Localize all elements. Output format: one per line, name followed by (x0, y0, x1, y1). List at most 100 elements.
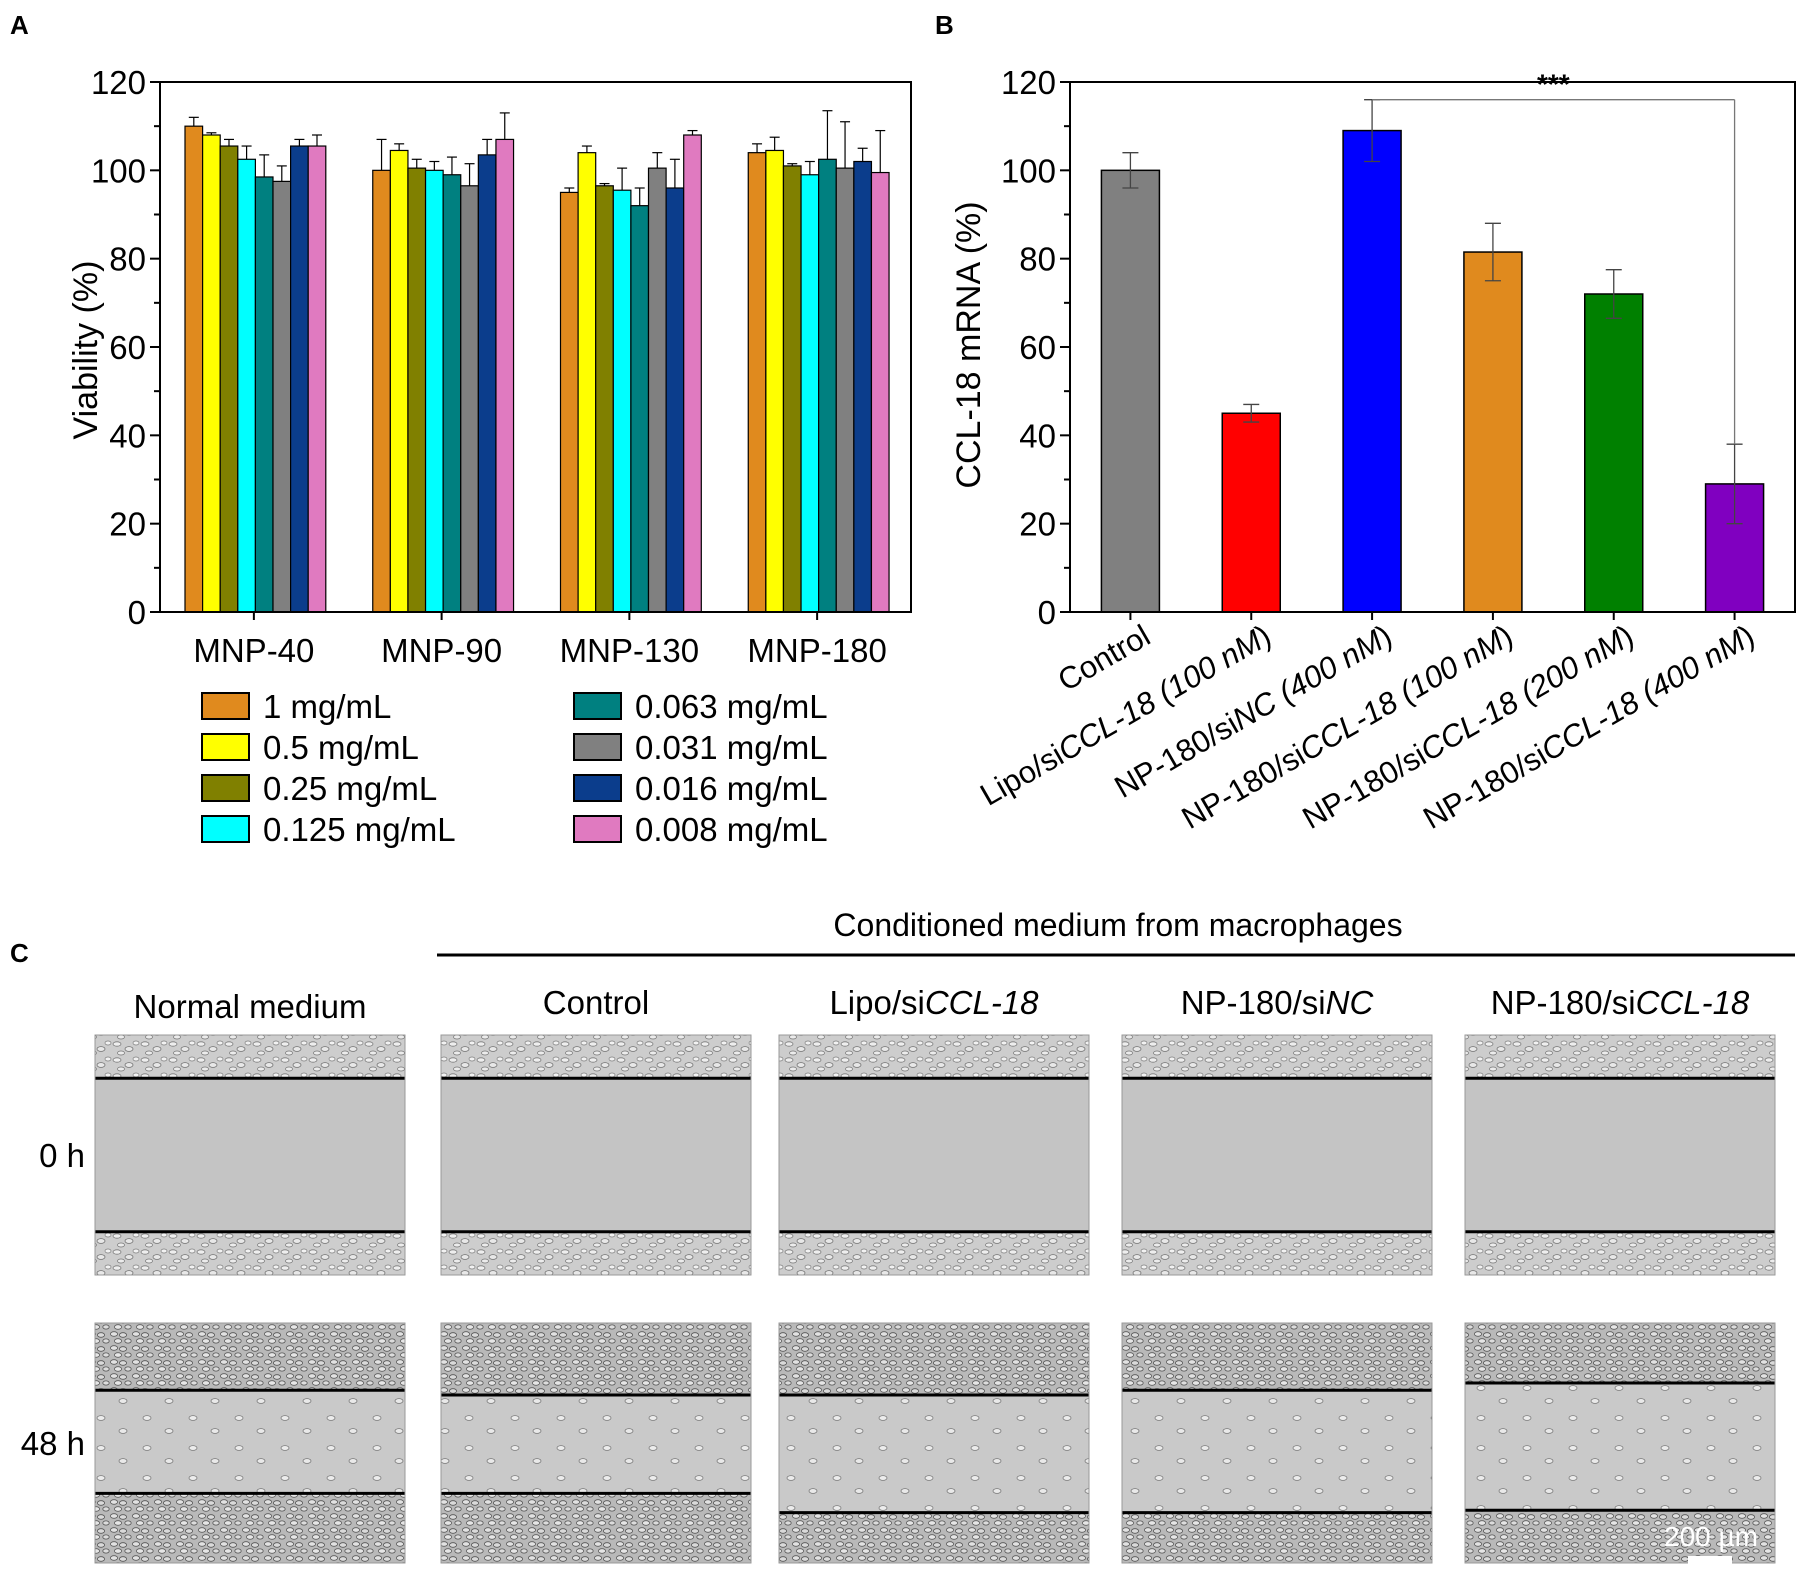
panel-a-bar (290, 145, 309, 613)
conditioned-medium-header: Conditioned medium from macrophages (833, 907, 1402, 943)
panel-b-bar (1584, 293, 1644, 613)
panel-letter-c: C (10, 938, 29, 968)
panel-a-bar (647, 167, 667, 613)
panel-b-significance: *** (1372, 69, 1736, 445)
panel-a-x-tick-label: MNP-130 (560, 632, 699, 669)
micrograph-cell-layer-top (441, 1323, 751, 1395)
micrograph-frame (1121, 1034, 1433, 1276)
panel-b-bar (1221, 412, 1281, 613)
legend-swatch (573, 774, 622, 802)
column-label: NP-180/siCCL-18 (1491, 984, 1750, 1021)
panel-a-bar (559, 191, 579, 613)
legend-label: 0.125 mg/mL (263, 811, 456, 848)
micrograph-cell-layer-bottom (95, 1493, 405, 1563)
panel-a-bar (800, 174, 820, 613)
panel-c-micrograph-grid: Normal medium Control Lipo/siCCL-18 NP-180/… (21, 984, 1776, 1564)
panel-b-y-ticks: 0 20 40 60 80 100 120 (1001, 64, 1070, 631)
panel-a-x-tick-label: MNP-90 (381, 632, 502, 669)
panel-b-y-tick-label: 80 (1019, 241, 1056, 278)
legend-label: 0.5 mg/mL (263, 729, 419, 766)
column-label-part: CCL-18 (1636, 984, 1750, 1021)
panel-a-bar (477, 154, 497, 613)
panel-a-bar (424, 169, 444, 613)
micrograph-cell-layer-top (95, 1323, 405, 1391)
column-label-part: Lipo/si (829, 984, 924, 1021)
legend-swatch (573, 692, 622, 720)
panel-a-bar (595, 185, 614, 613)
panel-a-bar (665, 187, 685, 613)
legend-label: 0.031 mg/mL (635, 729, 828, 766)
column-label-part: NP-180/si (1491, 984, 1636, 1021)
panel-b-bars (1100, 99, 1765, 613)
panel-a-y-tick-label: 80 (109, 241, 146, 278)
panel-a-y-tick-label: 60 (109, 329, 146, 366)
micrograph-cell-layer-top (1122, 1323, 1432, 1391)
panel-a-bar (237, 158, 257, 613)
micrograph-frame (440, 1322, 752, 1564)
panel-a-bar (442, 174, 462, 613)
panel-a-y-tick-label: 20 (109, 506, 146, 543)
legend-swatch (201, 815, 250, 843)
panel-b-y-axis-label: CCL-18 mRNA (%) (950, 201, 988, 488)
column-label-part: CCL-18 (925, 984, 1039, 1021)
panel-a-bar (870, 171, 890, 613)
panel-a-bar (219, 145, 239, 613)
panel-b-y-tick-label: 40 (1019, 417, 1056, 454)
micrograph-cell-layer-bottom (1465, 1231, 1775, 1275)
panel-letter-b: B (935, 10, 954, 40)
panel-b-bar (1342, 129, 1402, 613)
micrograph-frame (778, 1322, 1090, 1564)
column-label-part: NP-180/si (1181, 984, 1326, 1021)
panel-a-bar (782, 165, 802, 613)
column-label: Lipo/siCCL-18 (829, 984, 1039, 1021)
legend-label: 1 mg/mL (263, 688, 391, 725)
panel-b-y-tick-label: 120 (1001, 64, 1056, 101)
significance-stars: *** (1537, 69, 1570, 100)
micrograph-cell-layer-bottom (1122, 1231, 1432, 1275)
panel-a-bars (184, 110, 890, 613)
micrograph-frame (1464, 1322, 1776, 1564)
scale-bar-label: 200 µm (1664, 1521, 1758, 1552)
legend-label: 0.063 mg/mL (635, 688, 828, 725)
panel-a-bar (389, 149, 409, 613)
micrograph-cell-layer-bottom (1122, 1512, 1432, 1563)
panel-a-bar (818, 158, 837, 613)
column-label: Control (543, 984, 649, 1021)
panel-a-y-tick-label: 120 (91, 64, 146, 101)
panel-a-y-ticks: 0 20 40 60 80 100 120 (91, 64, 160, 631)
panel-b-y-tick-label: 20 (1019, 506, 1056, 543)
column-label-part: Normal medium (134, 988, 367, 1025)
legend-swatch (573, 733, 622, 761)
panel-a-bar (835, 167, 855, 613)
micrograph-frame (1464, 1034, 1776, 1276)
micrograph-cell-layer-top (441, 1035, 751, 1079)
micrograph-cell-layer-top (779, 1035, 1089, 1079)
row-label: 48 h (21, 1425, 85, 1462)
panel-a-bar (460, 185, 479, 613)
panel-a-bar (683, 134, 702, 613)
panel-a-bar (272, 180, 292, 613)
panel-b-x-label-part: CCL-18 (400 nM (1535, 623, 1751, 768)
panel-a-y-tick-label: 40 (109, 417, 146, 454)
micrograph-cell-layer-bottom (441, 1231, 751, 1275)
panel-a-bar (612, 189, 632, 613)
panel-b-y-tick-label: 60 (1019, 329, 1056, 366)
panel-a-bar (184, 125, 204, 613)
panel-a-bar (254, 176, 274, 613)
micrograph-frame (94, 1034, 406, 1276)
panel-a-plot-frame (159, 81, 912, 613)
column-label-part: Control (543, 984, 649, 1021)
legend-label: 0.25 mg/mL (263, 770, 437, 807)
panel-a-bar (765, 149, 785, 613)
micrograph-cell-layer-top (1122, 1035, 1432, 1079)
panel-a-bar (577, 152, 597, 613)
panel-a-y-tick-label: 100 (91, 152, 146, 189)
panel-a-legend: 1 mg/mL 0.5 mg/mL 0.25 mg/mL 0.125 mg/mL 0.0… (201, 688, 828, 848)
micrograph-cell-layer-bottom (95, 1231, 405, 1275)
micrograph-cell-layer-top (779, 1323, 1089, 1395)
panel-b-y-tick-label: 0 (1038, 594, 1056, 631)
panel-a-x-tick-label: MNP-40 (193, 632, 314, 669)
